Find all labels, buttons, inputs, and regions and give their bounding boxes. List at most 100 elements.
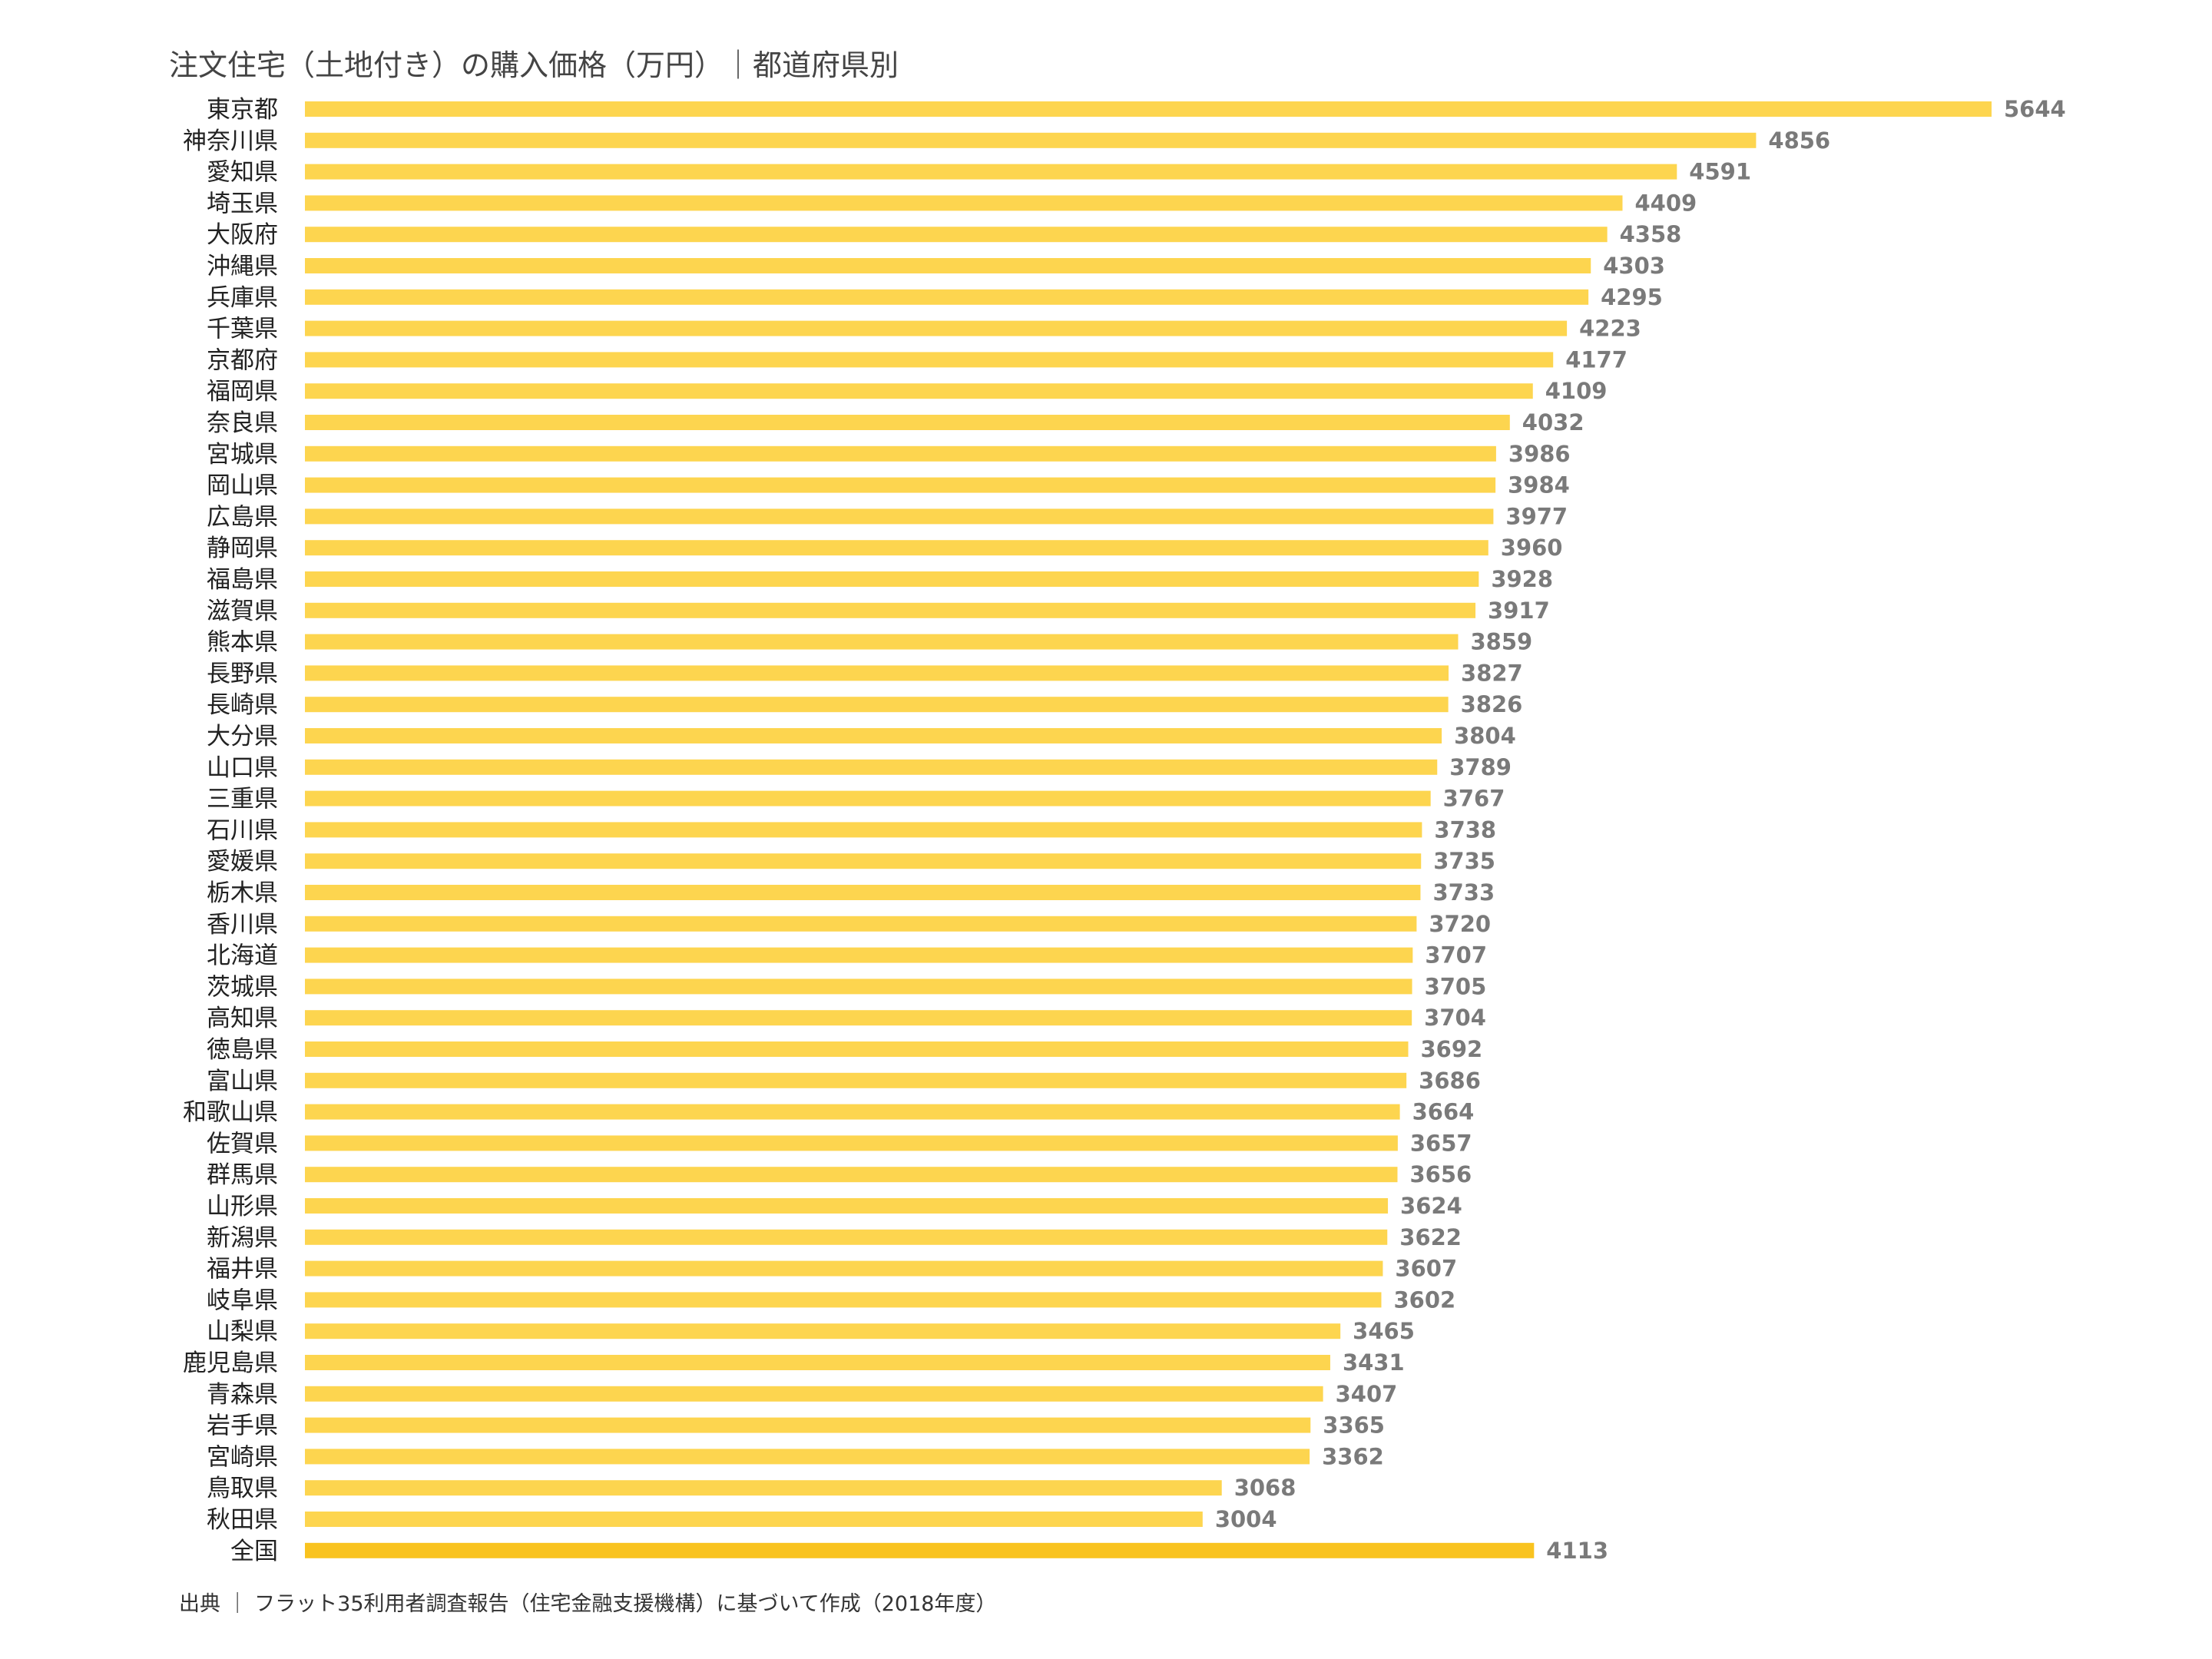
category-label: 神奈川県 (183, 127, 278, 155)
bar (305, 508, 1494, 525)
category-label: 東京都 (207, 96, 278, 124)
value-label: 3656 (1409, 1161, 1472, 1187)
bar (305, 634, 1459, 650)
bar (305, 1512, 1203, 1527)
value-label: 4295 (1601, 284, 1663, 310)
bar (305, 289, 1589, 305)
category-label: 岩手県 (207, 1412, 278, 1440)
bar (305, 1292, 1382, 1308)
bar (305, 1072, 1407, 1088)
value-label: 4591 (1689, 159, 1751, 185)
bar (305, 571, 1479, 587)
category-label: 山梨県 (207, 1318, 278, 1346)
category-label: 岐阜県 (207, 1286, 278, 1314)
category-label: 香川県 (207, 911, 278, 939)
category-label: 福井県 (207, 1256, 278, 1283)
category-label: 福島県 (207, 566, 278, 594)
chart-title: 注文住宅（土地付き）の購入価格（万円）｜都道府県別 (169, 48, 899, 82)
category-label: 佐賀県 (207, 1130, 278, 1157)
category-label: 千葉県 (207, 316, 278, 343)
value-label: 3826 (1461, 691, 1523, 717)
value-label: 3733 (1432, 879, 1495, 906)
value-label: 3986 (1508, 441, 1571, 467)
bar (305, 477, 1496, 493)
category-label: 熊本県 (207, 629, 278, 657)
bar (305, 1135, 1398, 1151)
bar (305, 1229, 1388, 1245)
bar (305, 1041, 1409, 1057)
value-label: 3657 (1410, 1130, 1472, 1156)
bar (305, 227, 1608, 243)
value-label: 4856 (1768, 127, 1830, 154)
category-label: 栃木県 (207, 879, 278, 907)
bar (305, 445, 1496, 462)
value-label: 3789 (1449, 754, 1512, 780)
category-label: 京都府 (207, 346, 278, 374)
bar-rows: 東京都 5644 神奈川県 4856 愛知県 4591 埼玉県 4409 大阪府 4358 沖縄県 4… (183, 96, 2066, 1565)
category-label: 茨城県 (207, 973, 278, 1001)
category-label: 滋賀県 (207, 598, 278, 625)
category-label: 徳島県 (207, 1036, 278, 1064)
bar (305, 164, 1677, 180)
value-label: 3928 (1491, 566, 1553, 592)
value-label: 3977 (1505, 503, 1568, 529)
value-label: 3705 (1425, 973, 1487, 999)
category-label: 鳥取県 (207, 1475, 278, 1502)
value-label: 4358 (1620, 221, 1682, 247)
category-label: 兵庫県 (207, 284, 278, 312)
value-label: 3984 (1508, 472, 1570, 498)
value-label: 3917 (1488, 598, 1550, 624)
bar (305, 853, 1422, 869)
bar (305, 415, 1510, 430)
value-label: 4177 (1565, 346, 1628, 373)
bar (305, 352, 1554, 368)
value-label: 4032 (1522, 409, 1584, 435)
value-label: 3735 (1433, 848, 1495, 874)
bar (305, 728, 1442, 743)
value-label: 3624 (1400, 1193, 1462, 1219)
category-label: 長崎県 (207, 691, 278, 719)
bar (305, 195, 1623, 211)
bar (305, 602, 1476, 618)
value-label: 4409 (1634, 190, 1697, 216)
category-label: 福岡県 (207, 378, 278, 406)
value-label: 3960 (1501, 535, 1563, 561)
category-label: 広島県 (207, 503, 278, 531)
value-label: 3767 (1443, 786, 1505, 812)
bar (305, 822, 1422, 838)
category-label: 宮崎県 (207, 1443, 278, 1471)
bar (305, 885, 1421, 900)
category-label: 全国 (230, 1538, 278, 1565)
bar (305, 1260, 1383, 1277)
bar (305, 1167, 1398, 1183)
value-label: 3686 (1419, 1068, 1481, 1094)
category-label: 高知県 (207, 1005, 278, 1032)
value-label: 3068 (1234, 1475, 1296, 1501)
bar (305, 759, 1438, 775)
bar (305, 1323, 1341, 1339)
category-label: 愛媛県 (207, 848, 278, 876)
category-label: 三重県 (207, 786, 278, 813)
category-label: 群馬県 (207, 1161, 278, 1189)
category-label: 富山県 (207, 1068, 278, 1095)
category-label: 沖縄県 (207, 253, 278, 280)
bar (305, 1542, 1535, 1558)
bar (305, 320, 1568, 336)
category-label: 静岡県 (207, 535, 278, 562)
value-label: 3738 (1434, 816, 1496, 843)
value-label: 3804 (1454, 723, 1516, 749)
value-label: 3431 (1343, 1349, 1405, 1376)
category-label: 石川県 (207, 816, 278, 844)
category-label: 青森県 (207, 1381, 278, 1409)
bar (305, 101, 1992, 117)
category-label: 奈良県 (207, 409, 278, 437)
value-label: 4223 (1579, 316, 1641, 342)
value-label: 4109 (1545, 378, 1608, 404)
value-label: 3692 (1421, 1036, 1483, 1062)
bar (305, 947, 1413, 963)
value-label: 3622 (1399, 1224, 1462, 1250)
value-label: 3827 (1461, 660, 1523, 686)
value-label: 3362 (1322, 1443, 1384, 1469)
value-label: 3004 (1215, 1506, 1277, 1532)
bar (305, 916, 1417, 932)
